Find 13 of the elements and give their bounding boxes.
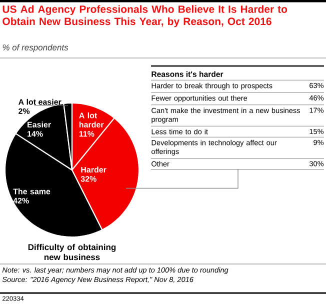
text: Difficulty of obtaining new business [28, 244, 116, 260]
data-label: 2% [18, 108, 30, 114]
data-label: 42% [13, 198, 29, 204]
slice-label: Easier [28, 122, 51, 128]
data-label: 32% [80, 176, 96, 182]
slice-label: A lot harder [79, 112, 104, 128]
slice-label: A lot easier [18, 98, 62, 105]
data-label: 11% [79, 131, 94, 137]
chart-subtitle: % of respondents [2, 44, 68, 52]
slice-label: The same [13, 188, 50, 194]
chart-title: US Ad Agency Professionals Who Believe It Is Harder to Obtain New Business This Year, by Reason, Oct 2016 [2, 5, 288, 28]
slice-label: Harder [81, 166, 106, 173]
data-label: 14% [28, 131, 43, 137]
